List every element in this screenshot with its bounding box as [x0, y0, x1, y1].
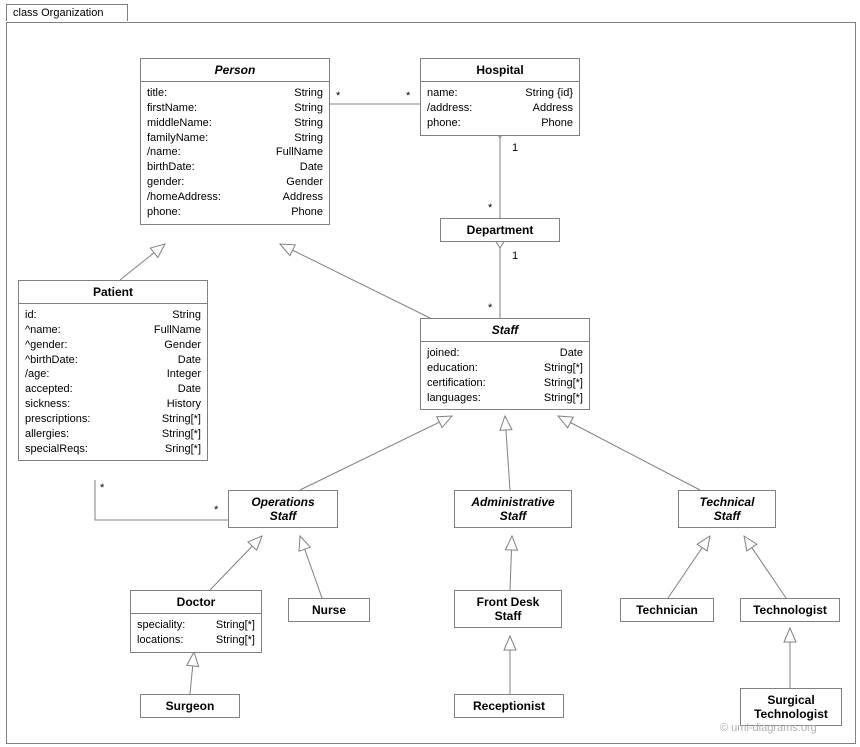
class-nurse: Nurse — [288, 598, 370, 622]
mult-patient-ops-b: * — [214, 504, 218, 516]
class-doctor-attrs: speciality:String[*] locations:String[*] — [131, 614, 261, 652]
class-person-attrs: title:String firstName:String middleName… — [141, 82, 329, 224]
uml-diagram-canvas: class Organization — [0, 0, 860, 747]
class-staff-attrs: joined:Date education:String[*] certific… — [421, 342, 589, 409]
class-technician-name: Technician — [621, 599, 713, 621]
mult-hospital-dept-1: 1 — [512, 142, 518, 154]
class-surgtech-name: Surgical Technologist — [741, 689, 841, 725]
class-hospital-name: Hospital — [421, 59, 579, 82]
class-ops-staff: Operations Staff — [228, 490, 338, 528]
class-staff-name: Staff — [421, 319, 589, 342]
class-staff: Staff joined:Date education:String[*] ce… — [420, 318, 590, 410]
class-nurse-name: Nurse — [289, 599, 369, 621]
class-frontdesk-name: Front Desk Staff — [455, 591, 561, 627]
watermark: © uml-diagrams.org — [720, 722, 817, 734]
class-surgeon: Surgeon — [140, 694, 240, 718]
class-tech-staff: Technical Staff — [678, 490, 776, 528]
class-doctor: Doctor speciality:String[*] locations:St… — [130, 590, 262, 653]
mult-hospital-side: * — [406, 90, 410, 102]
class-hospital: Hospital name:String {id} /address:Addre… — [420, 58, 580, 136]
class-person-name: Person — [141, 59, 329, 82]
class-hospital-attrs: name:String {id} /address:Address phone:… — [421, 82, 579, 135]
mult-dept-staff-star: * — [488, 302, 492, 314]
class-technologist: Technologist — [740, 598, 840, 622]
mult-hospital-dept-star: * — [488, 202, 492, 214]
class-person: Person title:String firstName:String mid… — [140, 58, 330, 225]
class-patient-attrs: id:String ^name:FullName ^gender:Gender … — [19, 304, 207, 460]
class-technician: Technician — [620, 598, 714, 622]
class-receptionist-name: Receptionist — [455, 695, 563, 717]
class-admin-name: Administrative Staff — [455, 491, 571, 527]
class-patient-name: Patient — [19, 281, 207, 304]
class-surgeon-name: Surgeon — [141, 695, 239, 717]
class-receptionist: Receptionist — [454, 694, 564, 718]
class-admin-staff: Administrative Staff — [454, 490, 572, 528]
mult-person-side: * — [336, 90, 340, 102]
class-department-name: Department — [441, 219, 559, 241]
class-department: Department — [440, 218, 560, 242]
class-tech-name: Technical Staff — [679, 491, 775, 527]
class-ops-name: Operations Staff — [229, 491, 337, 527]
class-surgical-technologist: Surgical Technologist — [740, 688, 842, 726]
class-patient: Patient id:String ^name:FullName ^gender… — [18, 280, 208, 461]
class-frontdesk: Front Desk Staff — [454, 590, 562, 628]
mult-dept-staff-1: 1 — [512, 250, 518, 262]
class-doctor-name: Doctor — [131, 591, 261, 614]
mult-patient-ops-a: * — [100, 482, 104, 494]
package-tab: class Organization — [6, 4, 128, 21]
class-technologist-name: Technologist — [741, 599, 839, 621]
package-label: class Organization — [13, 7, 104, 19]
